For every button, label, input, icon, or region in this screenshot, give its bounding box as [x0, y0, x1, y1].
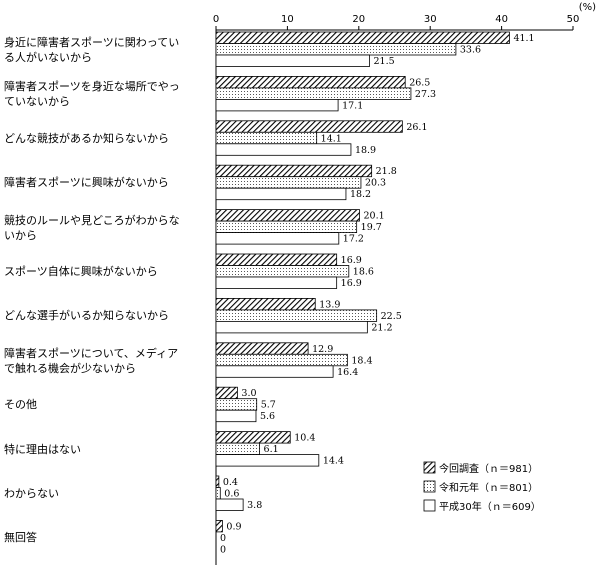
legend-swatch-blank: [423, 499, 436, 512]
bar-dots: [215, 265, 350, 278]
bar-blank: [215, 143, 352, 156]
bar-hatch: [215, 209, 360, 222]
bar-dots: [215, 87, 412, 100]
data-label: 21.2: [371, 322, 392, 333]
bar-blank: [215, 409, 257, 423]
data-label: 18.4: [351, 355, 372, 366]
data-label: 17.2: [343, 234, 364, 245]
category-label: 競技のルールや見どころがわからな いから: [4, 213, 180, 242]
data-label: 3.0: [241, 388, 256, 399]
x-tick-label: 30: [424, 14, 437, 25]
bar-hatch: [215, 120, 403, 133]
category-label: 特に理由はない: [4, 442, 81, 456]
data-label: 16.9: [341, 255, 362, 266]
data-label: 21.8: [376, 166, 397, 177]
data-label: 21.5: [374, 56, 395, 67]
data-label: 16.4: [337, 367, 358, 378]
bar-dots: [215, 131, 318, 145]
x-tick-label: 20: [352, 14, 365, 25]
bar-blank: [215, 454, 320, 467]
bar-dots: [215, 442, 260, 456]
category-label: その他: [4, 398, 37, 412]
bar-blank: [215, 187, 347, 201]
data-label: 0.9: [226, 521, 241, 532]
bar-blank: [215, 498, 244, 511]
data-label: 26.1: [406, 122, 427, 133]
category-label: 障害者スポーツに興味がないから: [4, 176, 169, 190]
data-label: 5.7: [261, 400, 276, 411]
bar-blank: [215, 232, 340, 245]
category-label: スポーツ自体に興味がないから: [4, 265, 158, 278]
category-label: 障害者スポーツについて、メディア で触れる機会が少ないから: [4, 346, 179, 375]
data-label: 26.5: [409, 77, 430, 88]
category-label: 障害者スポーツを身近な場所でやっ ていないから: [4, 80, 180, 109]
data-label: 33.6: [460, 45, 481, 56]
bar-hatch: [215, 475, 220, 488]
legend-label: 平成30年（ｎ＝609）: [439, 500, 541, 513]
data-label: 18.9: [355, 145, 376, 156]
category-label: わからない: [4, 487, 59, 500]
bar-dots: [215, 353, 348, 367]
data-label: 6.1: [264, 444, 279, 455]
bar-dots: [215, 43, 457, 56]
category-label: 身近に障害者スポーツに関わってい る人がいないから: [4, 36, 180, 64]
data-label: 14.1: [321, 133, 342, 144]
bar-hatch: [215, 520, 223, 533]
data-label: 41.1: [513, 33, 534, 44]
bar-hatch: [215, 297, 316, 311]
data-label: 27.3: [415, 89, 436, 100]
legend-label: 令和元年（ｎ＝801）: [439, 481, 538, 494]
data-label: 13.9: [319, 299, 340, 310]
data-label: 18.6: [353, 267, 374, 278]
bar-hatch: [215, 164, 373, 178]
x-tick-label: 0: [213, 14, 219, 25]
bar-hatch: [215, 342, 309, 355]
data-label: 17.1: [342, 100, 363, 111]
legend-label: 今回調査（ｎ＝981）: [439, 462, 538, 475]
data-label: 12.9: [312, 344, 333, 355]
data-label: 0: [220, 533, 226, 544]
bar-blank: [215, 320, 368, 334]
data-label: 19.7: [361, 222, 382, 233]
bar-hatch: [215, 76, 406, 89]
data-label: 5.6: [260, 411, 275, 422]
legend-swatch-dots: [423, 480, 436, 493]
bar-hatch: [215, 386, 238, 400]
data-label: 0.6: [224, 489, 239, 500]
category-label: 無回答: [4, 531, 37, 545]
data-label: 20.1: [364, 211, 385, 222]
bar-dots: [215, 398, 258, 411]
bar-dots: [215, 220, 358, 234]
x-tick-label: 10: [281, 14, 294, 25]
legend-swatch-hatch: [423, 461, 436, 474]
bar-blank: [215, 99, 339, 112]
data-label: 16.9: [341, 278, 362, 289]
data-label: 14.4: [323, 456, 344, 467]
bar-hatch: [215, 431, 291, 444]
data-label: 22.5: [381, 311, 402, 322]
unit-label: (%): [579, 2, 596, 13]
bar-hatch: [215, 31, 510, 44]
data-label: 0.4: [223, 477, 238, 488]
category-label: どんな選手がいるか知らないから: [4, 309, 169, 323]
data-label: 0: [220, 544, 226, 555]
data-label: 10.4: [294, 433, 315, 444]
x-tick-label: 50: [567, 14, 580, 25]
bar-blank: [215, 276, 338, 289]
bar-dots: [215, 176, 362, 189]
data-label: 20.3: [365, 178, 386, 189]
bar-hatch: [215, 253, 338, 266]
bar-dots: [215, 487, 221, 500]
data-label: 18.2: [350, 189, 371, 200]
x-tick-label: 40: [495, 14, 508, 25]
bar-dots: [215, 309, 378, 322]
bar-blank: [215, 54, 370, 67]
data-label: 3.8: [247, 500, 262, 511]
bar-blank: [215, 365, 334, 378]
category-label: どんな競技があるか知らないから: [4, 131, 169, 145]
